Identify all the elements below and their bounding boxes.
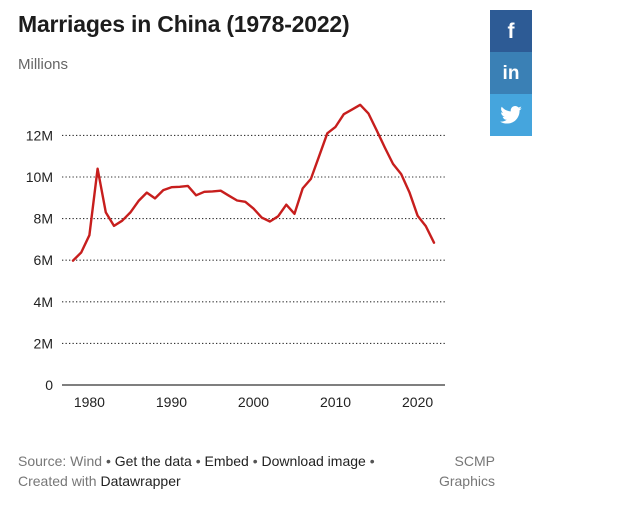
x-tick-label: 1990 <box>156 394 187 410</box>
y-tick-label: 0 <box>45 377 53 393</box>
twitter-share-button[interactable] <box>490 94 532 136</box>
x-axis-labels: 1980 1990 2000 2010 2020 <box>74 394 434 410</box>
facebook-share-button[interactable]: f <box>490 10 532 52</box>
chart-subtitle: Millions <box>18 56 69 73</box>
x-tick-label: 2020 <box>402 394 433 410</box>
series-layer <box>71 103 436 262</box>
twitter-icon <box>500 106 522 124</box>
x-tick-label: 2010 <box>320 394 351 410</box>
chart-footer: Source: Wind • Get the data • Embed • Do… <box>18 451 418 491</box>
source-text: Source: Wind <box>18 453 103 469</box>
series-line-marriages <box>71 103 436 262</box>
chart-title: Marriages in China (1978-2022) <box>18 11 350 37</box>
separator: • <box>105 453 111 469</box>
x-tick-label: 1980 <box>74 394 105 410</box>
get-data-link[interactable]: Get the data <box>114 453 192 469</box>
linkedin-share-button[interactable]: in <box>490 52 532 94</box>
y-tick-label: 8M <box>34 211 53 227</box>
embed-link[interactable]: Embed <box>204 453 249 469</box>
created-with-text: Created with <box>18 473 97 489</box>
brand-credit: SCMP Graphics <box>438 453 495 489</box>
y-tick-label: 6M <box>34 252 53 268</box>
datawrapper-link[interactable]: Datawrapper <box>100 473 181 489</box>
y-axis-labels: 0 2M 4M 6M 8M 10M 12M <box>26 127 53 393</box>
linkedin-icon: in <box>502 62 520 84</box>
x-tick-label: 2000 <box>238 394 269 410</box>
grid-lines <box>62 134 445 386</box>
y-tick-label: 2M <box>34 335 53 351</box>
download-image-link[interactable]: Download image <box>261 453 366 469</box>
facebook-icon: f <box>507 19 515 43</box>
y-tick-label: 10M <box>26 169 53 185</box>
y-tick-label: 4M <box>34 294 53 310</box>
separator: • <box>195 453 201 469</box>
separator: • <box>252 453 258 469</box>
line-chart: 0 2M 4M 6M 8M 10M 12M 1980 1990 2000 2010 2020 <box>26 103 445 410</box>
y-tick-label: 12M <box>26 127 53 143</box>
separator: • <box>369 453 375 469</box>
